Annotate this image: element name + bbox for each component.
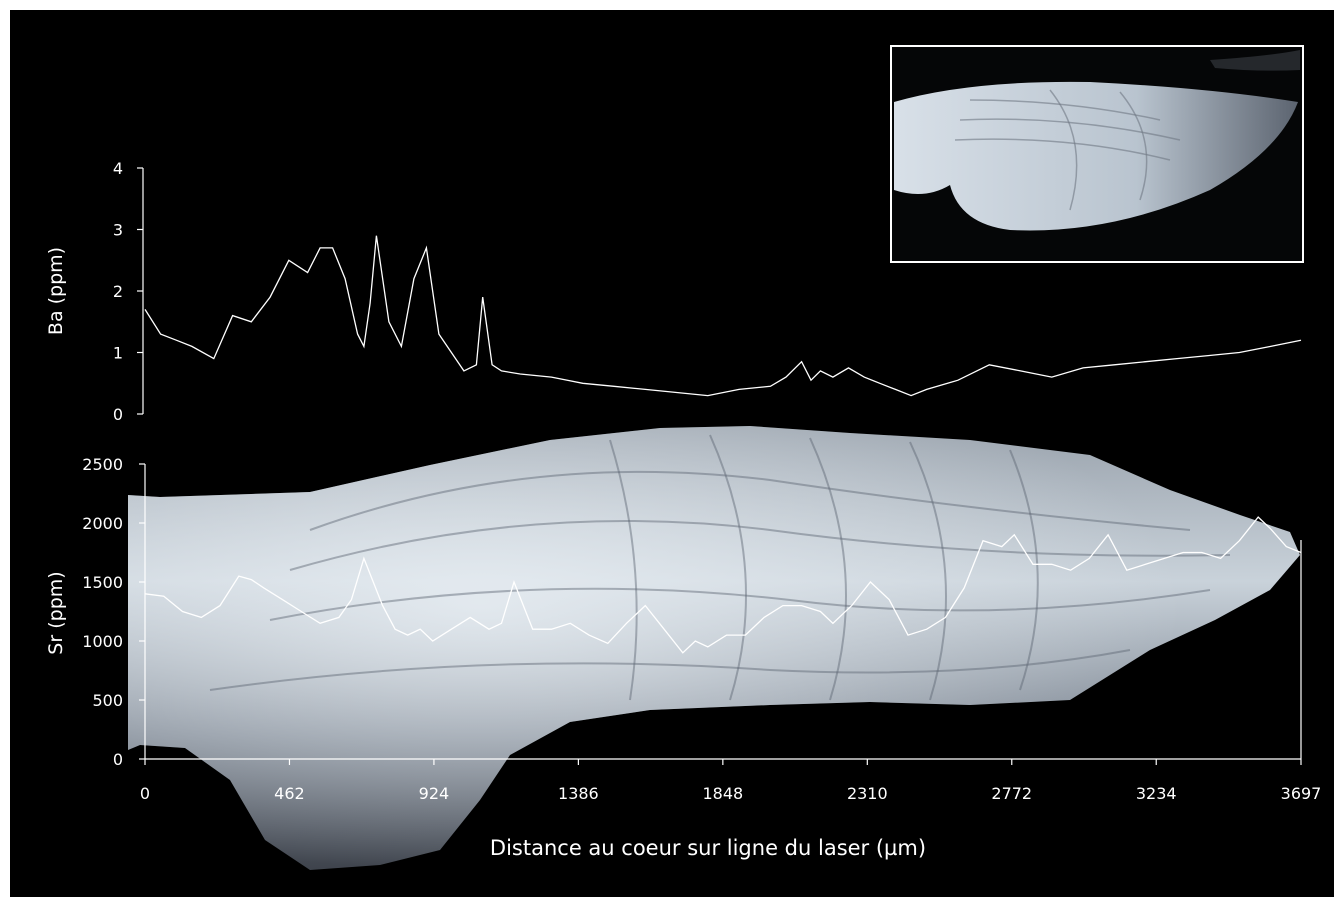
ba-series-line bbox=[144, 235, 1302, 397]
sr-y-tick-label: 1500 bbox=[82, 573, 123, 592]
ba-y-tick-label: 2 bbox=[113, 282, 123, 301]
ba-y-tick-label: 1 bbox=[113, 344, 123, 363]
sr-x-tick-label: 0 bbox=[140, 784, 150, 803]
sr-x-tick-label: 3697 bbox=[1281, 784, 1322, 803]
sr-y-tick-label: 2500 bbox=[82, 455, 123, 474]
sr-x-tick-label: 462 bbox=[274, 784, 305, 803]
x-axis-label: Distance au coeur sur ligne du laser (µm… bbox=[490, 836, 926, 860]
sr-y-axis-label: Sr (ppm) bbox=[45, 571, 67, 654]
sr-x-ticks: 0 462 924 1386 1848 2310 2772 3234 3697 bbox=[140, 759, 1321, 803]
figure-canvas: 0 1 2 3 4 Ba (ppm) 0 500 1000 1500 2000 2500 0 462… bbox=[45, 45, 1321, 870]
ba-y-axis-label: Ba (ppm) bbox=[45, 247, 67, 335]
sr-chart: 0 500 1000 1500 2000 2500 0 462 924 1386 1848 2310… bbox=[45, 455, 1321, 860]
sr-y-tick-label: 2000 bbox=[82, 514, 123, 533]
ba-y-ticks: 0 1 2 3 4 bbox=[113, 159, 143, 424]
figure-frame: 0 1 2 3 4 Ba (ppm) 0 500 1000 1500 2000 2500 0 462… bbox=[10, 10, 1334, 897]
otolith-photo bbox=[128, 426, 1300, 870]
sr-y-tick-label: 500 bbox=[92, 691, 123, 710]
sr-x-tick-label: 2310 bbox=[847, 784, 888, 803]
sr-x-tick-label: 2772 bbox=[991, 784, 1032, 803]
inset-photo bbox=[890, 45, 1304, 263]
sr-x-tick-label: 3234 bbox=[1136, 784, 1177, 803]
ba-y-tick-label: 3 bbox=[113, 221, 123, 240]
sr-x-tick-label: 1848 bbox=[702, 784, 743, 803]
ba-y-tick-label: 0 bbox=[113, 405, 123, 424]
sr-y-tick-label: 0 bbox=[113, 750, 123, 769]
sr-y-tick-label: 1000 bbox=[82, 632, 123, 651]
sr-y-ticks: 0 500 1000 1500 2000 2500 bbox=[82, 455, 145, 769]
sr-series-line bbox=[144, 516, 1302, 654]
sr-x-tick-label: 1386 bbox=[558, 784, 599, 803]
sr-x-tick-label: 924 bbox=[419, 784, 450, 803]
ba-chart: 0 1 2 3 4 Ba (ppm) bbox=[45, 159, 1302, 424]
ba-y-tick-label: 4 bbox=[113, 159, 123, 178]
